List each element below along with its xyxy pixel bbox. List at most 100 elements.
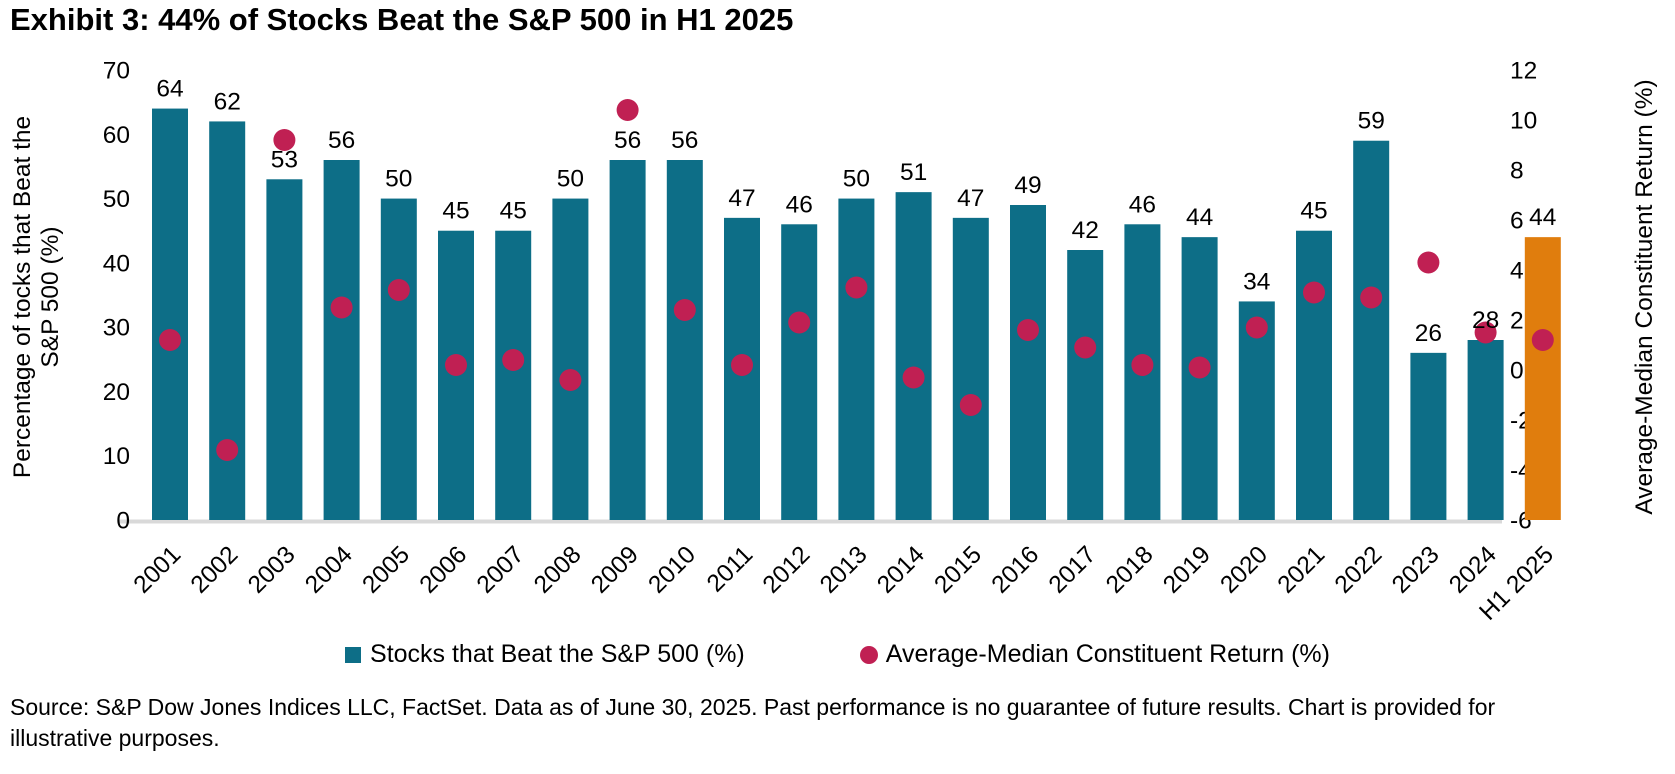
- x-label-2022: 2022: [1330, 541, 1388, 599]
- right-axis-tick-0: 0: [1510, 358, 1524, 385]
- bar-label-2011: 47: [728, 185, 755, 212]
- dot-2011: [731, 354, 753, 376]
- bar-2009: [609, 160, 646, 520]
- bar-2010: [666, 160, 703, 520]
- legend-label-bars: Stocks that Beat the S&P 500 (%): [370, 640, 745, 668]
- x-label-2002: 2002: [186, 541, 244, 599]
- legend-label-dots: Average-Median Constituent Return (%): [885, 640, 1330, 668]
- bar-label-2013: 50: [843, 166, 870, 193]
- x-label-2019: 2019: [1158, 541, 1216, 599]
- bar-2024: [1467, 340, 1504, 520]
- x-label-2006: 2006: [415, 541, 473, 599]
- x-label-2017: 2017: [1044, 541, 1102, 599]
- bar-label-2001: 64: [156, 76, 183, 103]
- bar-label-2008: 50: [557, 166, 584, 193]
- bar-2013: [838, 198, 875, 521]
- x-label-2004: 2004: [300, 541, 358, 599]
- bar-label-2020: 34: [1243, 268, 1270, 295]
- bar-label-2022: 59: [1358, 108, 1385, 135]
- bar-2016: [1010, 205, 1046, 520]
- dot-series-swatch-icon: [859, 645, 878, 664]
- left-axis-tick-20: 20: [103, 379, 130, 406]
- left-axis-tick-70: 70: [103, 58, 130, 85]
- left-axis-tick-60: 60: [103, 122, 130, 149]
- bar-2005: [380, 198, 417, 521]
- x-label-2009: 2009: [586, 541, 644, 599]
- right-axis-title: Average-Median Constituent Return (%): [1631, 79, 1658, 514]
- left-axis-tick-40: 40: [103, 250, 130, 277]
- bar-label-2010: 56: [671, 127, 698, 154]
- x-label-2012: 2012: [758, 541, 816, 599]
- bar-label-2018: 46: [1129, 191, 1156, 218]
- source-note: Source: S&P Dow Jones Indices LLC, FactS…: [10, 694, 1496, 751]
- dot-2012: [788, 311, 811, 334]
- chart-legend: Stocks that Beat the S&P 500 (%) Average…: [0, 640, 1675, 669]
- dot-2018: [1131, 354, 1154, 376]
- bar-h1-2025: [1524, 237, 1561, 520]
- right-axis-tick-6: 6: [1510, 208, 1524, 235]
- dot-2006: [445, 354, 467, 376]
- left-axis-tick-0: 0: [116, 508, 130, 535]
- bar-label-2012: 46: [786, 191, 813, 218]
- x-label-2005: 2005: [357, 541, 415, 599]
- dot-2002: [216, 439, 239, 461]
- x-label-2008: 2008: [529, 541, 587, 599]
- x-label-2016: 2016: [987, 541, 1045, 599]
- bar-label-2009: 56: [614, 127, 641, 154]
- x-label-2014: 2014: [872, 541, 930, 599]
- left-axis-tick-50: 50: [103, 186, 130, 213]
- bar-2014: [895, 192, 932, 520]
- bar-label-2003: 53: [271, 146, 298, 173]
- dot-2014: [902, 366, 925, 389]
- x-label-2007: 2007: [472, 541, 530, 599]
- right-axis-tick-8: 8: [1510, 158, 1524, 185]
- bar-2019: [1181, 237, 1218, 520]
- dot-h1-2025: [1531, 329, 1554, 351]
- bar-2017: [1067, 250, 1104, 520]
- bar-2022: [1353, 140, 1390, 520]
- bar-scatter-chart: 706050403020100121086420-2-4-6Percentage…: [9, 58, 1658, 626]
- bar-label-2007: 45: [500, 198, 527, 225]
- bar-label-2021: 45: [1300, 198, 1327, 225]
- right-axis-tick-4: 4: [1510, 258, 1524, 285]
- dot-2005: [387, 279, 410, 301]
- x-label-2018: 2018: [1101, 541, 1159, 599]
- dot-2017: [1074, 336, 1097, 359]
- bar-2001: [152, 108, 188, 521]
- right-axis-tick-12: 12: [1510, 58, 1537, 85]
- dot-2021: [1303, 281, 1325, 304]
- x-label-2020: 2020: [1215, 541, 1273, 599]
- bar-2021: [1296, 230, 1332, 520]
- dot-2007: [502, 349, 525, 371]
- dot-2008: [559, 369, 582, 391]
- dot-2019: [1188, 356, 1211, 379]
- bar-label-2014: 51: [900, 159, 927, 186]
- x-label-2021: 2021: [1273, 541, 1331, 599]
- bar-label-2023: 26: [1415, 320, 1442, 347]
- right-axis-tick-10: 10: [1510, 108, 1537, 135]
- bar-label-2015: 47: [957, 185, 984, 212]
- x-label-2010: 2010: [643, 541, 701, 599]
- x-label-2003: 2003: [243, 541, 301, 599]
- dot-2003: [273, 129, 296, 151]
- dot-2004: [330, 296, 353, 319]
- x-label-2001: 2001: [129, 541, 187, 599]
- left-axis-title-line-2: S&P 500 (%): [37, 226, 64, 367]
- bar-2012: [781, 224, 818, 521]
- dot-2009: [616, 99, 639, 121]
- legend-item-bars: Stocks that Beat the S&P 500 (%): [345, 640, 745, 669]
- bar-label-2002: 62: [214, 88, 241, 115]
- bar-label-2024: 28: [1472, 307, 1499, 334]
- bar-label-2016: 49: [1014, 172, 1041, 199]
- dot-2023: [1417, 251, 1440, 274]
- bar-series-swatch-icon: [345, 646, 362, 663]
- bar-2008: [552, 198, 589, 521]
- left-axis-title-line-1: Percentage of tocks that Beat the: [9, 116, 36, 478]
- bar-2007: [495, 230, 532, 520]
- dot-2015: [959, 394, 982, 416]
- x-label-2013: 2013: [815, 541, 873, 599]
- x-label-2023: 2023: [1387, 541, 1445, 599]
- dot-2016: [1017, 319, 1039, 341]
- dot-2001: [159, 329, 181, 351]
